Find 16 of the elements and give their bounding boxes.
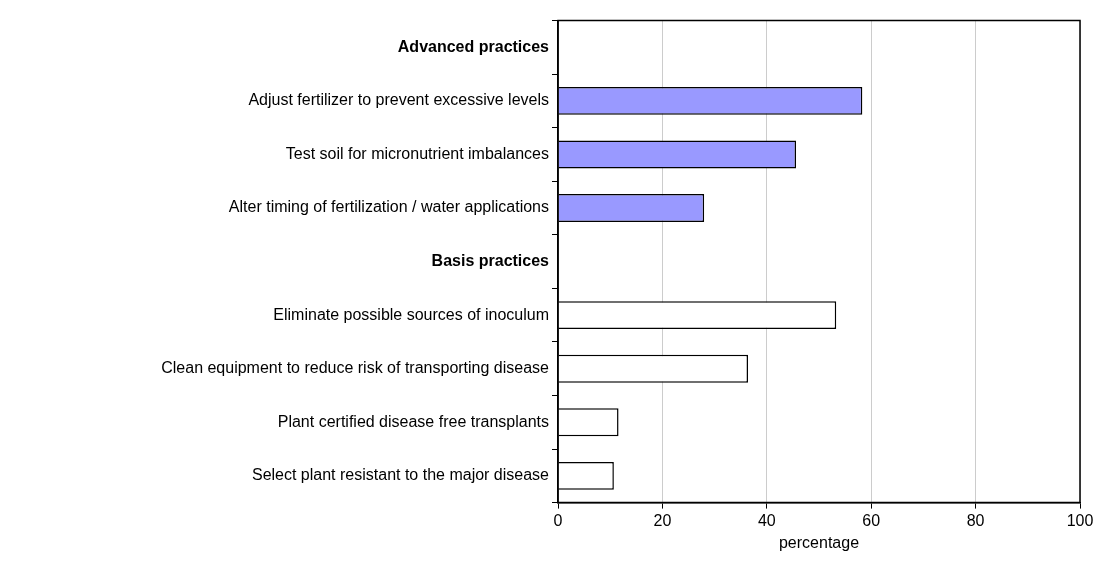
x-tick-label: 100 xyxy=(1066,511,1094,529)
y-tick-label: Basis practices xyxy=(431,252,550,270)
y-tick-label: Alter timing of fertilization / water applications xyxy=(228,198,549,216)
y-tick-label: Adjust fertilizer to prevent excessive levels xyxy=(248,91,549,109)
x-tick-label: 80 xyxy=(966,511,985,529)
y-tick-label: Clean equipment to reduce risk of transporting disease xyxy=(161,359,550,377)
x-tick-label: 40 xyxy=(757,511,776,529)
y-tick-label: Select plant resistant to the major disease xyxy=(251,466,550,484)
y-tick-label: Plant certified disease free transplants xyxy=(277,412,549,430)
x-tick-label: 0 xyxy=(553,511,563,529)
x-tick-label: 60 xyxy=(862,511,881,529)
x-tick-label: 20 xyxy=(653,511,672,529)
y-tick-label: Test soil for micronutrient imbalances xyxy=(285,144,549,162)
y-tick-label: Eliminate possible sources of inoculum xyxy=(273,305,549,323)
x-axis-title: percentage xyxy=(778,533,860,551)
y-tick-label: Advanced practices xyxy=(397,37,550,55)
